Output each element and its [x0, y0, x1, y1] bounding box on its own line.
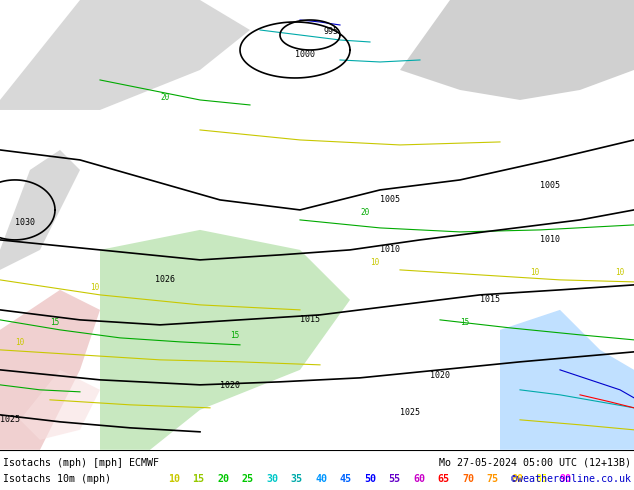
Polygon shape: [0, 150, 80, 270]
Text: 1026: 1026: [155, 275, 175, 284]
Text: 15: 15: [460, 318, 469, 327]
Text: 15: 15: [193, 474, 205, 484]
Text: 15: 15: [230, 331, 239, 340]
Text: 70: 70: [462, 474, 474, 484]
Text: 10: 10: [370, 258, 379, 267]
Text: 80: 80: [511, 474, 523, 484]
Text: 90: 90: [560, 474, 572, 484]
Polygon shape: [500, 310, 634, 450]
Text: 1005: 1005: [380, 195, 400, 204]
Text: 20: 20: [160, 93, 169, 102]
Text: 60: 60: [413, 474, 425, 484]
Text: 75: 75: [486, 474, 498, 484]
Polygon shape: [0, 290, 100, 450]
Text: 10: 10: [90, 283, 100, 292]
Text: 1015: 1015: [480, 295, 500, 304]
Text: 995: 995: [323, 27, 338, 36]
Text: 20: 20: [360, 208, 369, 217]
Text: 10: 10: [615, 268, 624, 277]
Text: 1020: 1020: [430, 371, 450, 380]
Text: 40: 40: [315, 474, 327, 484]
Text: 1025: 1025: [0, 415, 20, 424]
Polygon shape: [0, 0, 250, 110]
Text: 1025: 1025: [400, 408, 420, 417]
Text: 20: 20: [217, 474, 229, 484]
Text: Isotachs (mph) [mph] ECMWF: Isotachs (mph) [mph] ECMWF: [3, 458, 159, 468]
Text: Isotachs 10m (mph): Isotachs 10m (mph): [3, 474, 111, 484]
Polygon shape: [400, 0, 634, 100]
Text: 10: 10: [530, 268, 540, 277]
Text: 1015: 1015: [300, 315, 320, 324]
Text: 35: 35: [290, 474, 302, 484]
Text: 1030: 1030: [15, 218, 35, 227]
Text: 55: 55: [389, 474, 401, 484]
Text: 25: 25: [242, 474, 254, 484]
Text: 1000: 1000: [295, 50, 315, 59]
Text: 15: 15: [50, 318, 59, 327]
Text: 1010: 1010: [540, 235, 560, 244]
Polygon shape: [20, 370, 100, 440]
Text: 45: 45: [339, 474, 351, 484]
Text: 50: 50: [364, 474, 376, 484]
Polygon shape: [100, 230, 350, 450]
Text: 10: 10: [168, 474, 180, 484]
Text: 1005: 1005: [540, 181, 560, 190]
Text: 1020: 1020: [220, 381, 240, 390]
Text: 1010: 1010: [380, 245, 400, 254]
Text: 85: 85: [536, 474, 548, 484]
Text: 65: 65: [437, 474, 450, 484]
Text: ©weatheronline.co.uk: ©weatheronline.co.uk: [511, 474, 631, 484]
Text: 10: 10: [15, 338, 24, 347]
Text: Mo 27-05-2024 05:00 UTC (12+13B): Mo 27-05-2024 05:00 UTC (12+13B): [439, 458, 631, 468]
Text: 30: 30: [266, 474, 278, 484]
